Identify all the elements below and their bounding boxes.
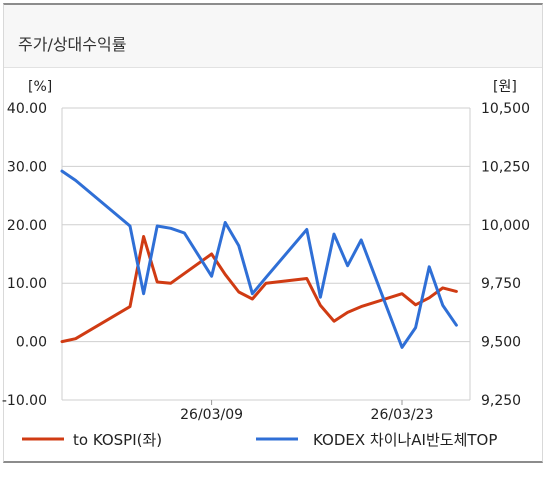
series-line-kospi-relative (60, 235, 458, 344)
y-left-tick-label: -10.00 (2, 393, 47, 409)
y-right-unit: [원] (493, 79, 517, 95)
y-right-tick-label: 10,250 (481, 159, 530, 175)
y-left-tick-label: 40.00 (7, 101, 47, 117)
y-left-unit: [%] (28, 79, 52, 95)
y-left-tick-label: 20.00 (7, 218, 47, 234)
y-right-tick-label: 9,750 (481, 276, 521, 292)
legend-label-kodex: KODEX 차이나AI반도체TOP (313, 431, 497, 449)
panel-title: 주가/상대수익률 (18, 35, 127, 54)
y-left-tick-label: 0.00 (16, 335, 47, 351)
series-line-kodex-price (60, 169, 458, 349)
y-right-tick-label: 10,500 (481, 101, 530, 117)
chart-panel: 주가/상대수익률 (3, 3, 543, 463)
y-right-tick-label: 9,500 (481, 335, 521, 351)
y-left-tick-label: 30.00 (7, 159, 47, 175)
x-tick-label: 26/03/23 (371, 407, 434, 423)
y-left-tick-label: 10.00 (7, 276, 47, 292)
x-tick-label: 26/03/09 (180, 407, 243, 423)
y-right-tick-label: 10,000 (481, 218, 530, 234)
y-right-tick-label: 9,250 (481, 393, 521, 409)
panel-header: 주가/상대수익률 (4, 5, 542, 68)
legend-label-kospi: to KOSPI(좌) (73, 431, 162, 449)
